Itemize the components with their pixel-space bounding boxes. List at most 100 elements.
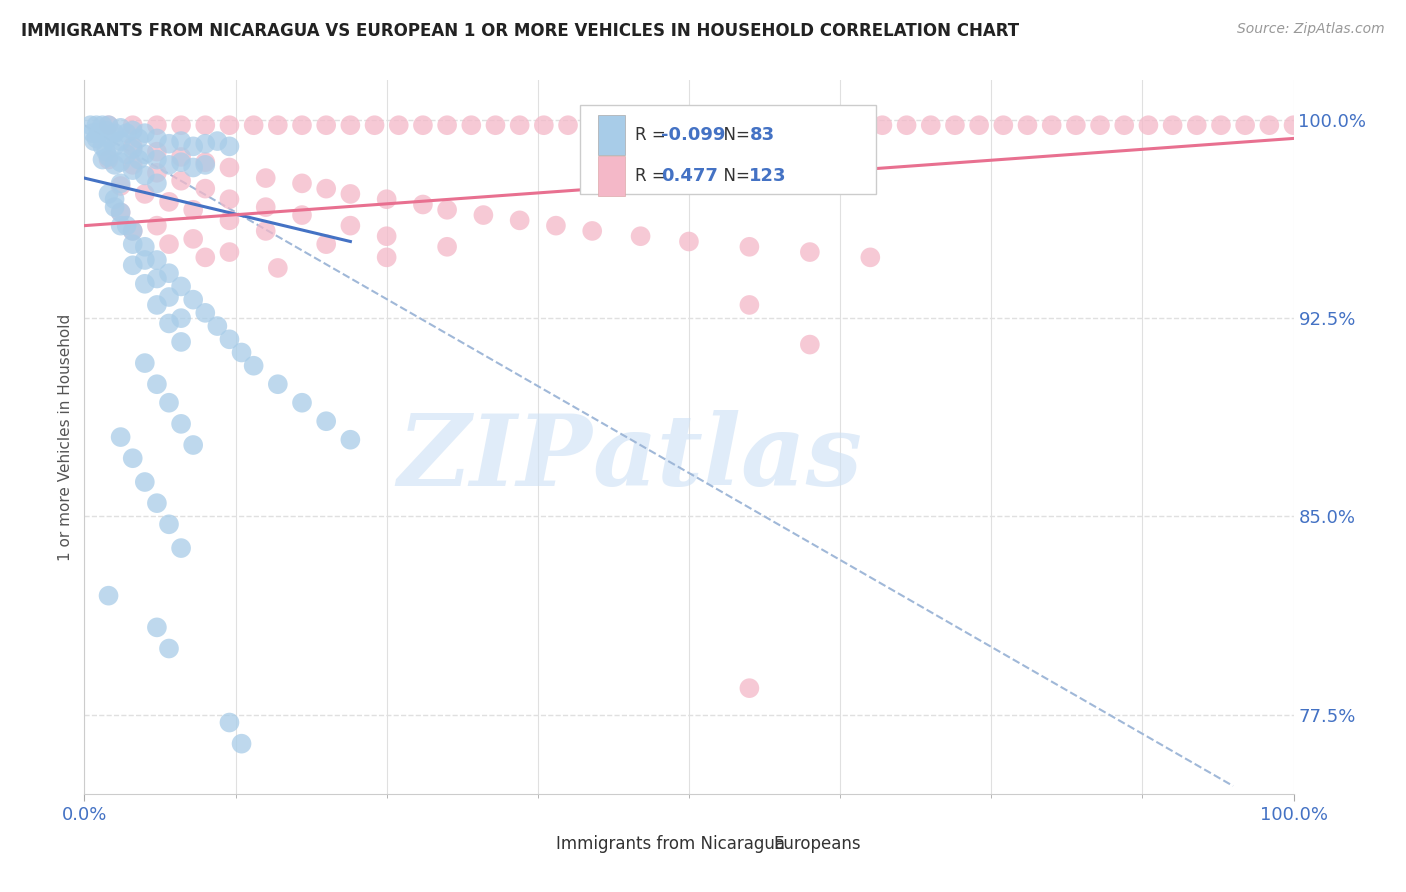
Point (146, 145, 169, 159)
Y-axis label: 1 or more Vehicles in Household: 1 or more Vehicles in Household (58, 313, 73, 561)
Point (254, 200, 277, 214)
Point (1185, 118, 1208, 132)
Point (121, 142, 143, 156)
Point (581, 224, 603, 238)
FancyBboxPatch shape (599, 156, 624, 195)
Text: 83: 83 (749, 126, 775, 145)
Point (170, 155, 193, 169)
Text: 123: 123 (749, 167, 787, 186)
Point (678, 118, 700, 132)
Point (630, 118, 652, 132)
Point (291, 208, 314, 222)
Text: -0.099: -0.099 (661, 126, 725, 145)
Point (654, 118, 676, 132)
Point (194, 136, 217, 151)
Point (315, 181, 337, 195)
Point (339, 433, 361, 447)
Point (97, 150, 120, 164)
Point (436, 240, 458, 254)
Point (943, 118, 966, 132)
Point (110, 120, 132, 135)
Point (823, 118, 845, 132)
Point (484, 118, 506, 132)
Point (678, 235, 700, 249)
Point (146, 219, 169, 233)
Point (134, 356, 156, 370)
Point (86, 131, 108, 145)
Point (121, 158, 143, 172)
Point (128, 131, 150, 145)
Point (86, 118, 108, 132)
Point (134, 126, 156, 140)
Point (218, 161, 240, 175)
Point (181, 232, 204, 246)
Point (267, 260, 290, 275)
Point (291, 118, 314, 132)
Point (267, 118, 290, 132)
Point (194, 118, 217, 132)
Point (146, 118, 169, 132)
Point (121, 123, 143, 137)
Point (1282, 118, 1305, 132)
Point (194, 251, 217, 265)
Point (110, 430, 132, 444)
Point (170, 174, 193, 188)
Point (799, 245, 821, 260)
Point (967, 118, 990, 132)
Point (267, 377, 290, 392)
Point (242, 118, 264, 132)
Text: R =: R = (634, 126, 671, 145)
Point (97, 118, 120, 132)
Point (104, 200, 127, 214)
Point (97, 131, 120, 145)
Point (218, 118, 240, 132)
Point (121, 237, 143, 252)
Point (218, 245, 240, 260)
Point (115, 147, 138, 161)
Point (157, 395, 180, 409)
Point (121, 224, 143, 238)
FancyBboxPatch shape (526, 830, 550, 858)
Point (104, 139, 127, 153)
Point (170, 279, 193, 293)
Point (375, 251, 398, 265)
Point (738, 240, 761, 254)
Point (121, 163, 143, 178)
Point (194, 155, 217, 169)
Point (194, 181, 217, 195)
Point (1064, 118, 1087, 132)
Point (1234, 118, 1257, 132)
Point (134, 169, 156, 183)
Point (533, 118, 555, 132)
Point (254, 224, 277, 238)
Point (291, 395, 314, 409)
Point (157, 317, 180, 331)
Point (557, 118, 579, 132)
Text: N=: N= (713, 167, 755, 186)
Point (157, 517, 180, 532)
Point (146, 153, 169, 167)
Point (94, 145, 117, 159)
Point (339, 186, 361, 201)
Point (170, 334, 193, 349)
Point (170, 134, 193, 148)
Point (91, 139, 114, 153)
Point (375, 229, 398, 244)
Point (110, 179, 132, 194)
Point (157, 158, 180, 172)
Point (896, 118, 918, 132)
Point (375, 192, 398, 206)
Point (1209, 118, 1232, 132)
Point (121, 258, 143, 272)
Point (1137, 118, 1160, 132)
Point (157, 237, 180, 252)
Point (121, 118, 143, 132)
Point (315, 237, 337, 252)
Point (218, 332, 240, 346)
Point (993, 118, 1015, 132)
Point (157, 266, 180, 280)
Text: 0.477: 0.477 (661, 167, 718, 186)
Point (134, 240, 156, 254)
Point (157, 136, 180, 151)
Point (231, 737, 253, 751)
